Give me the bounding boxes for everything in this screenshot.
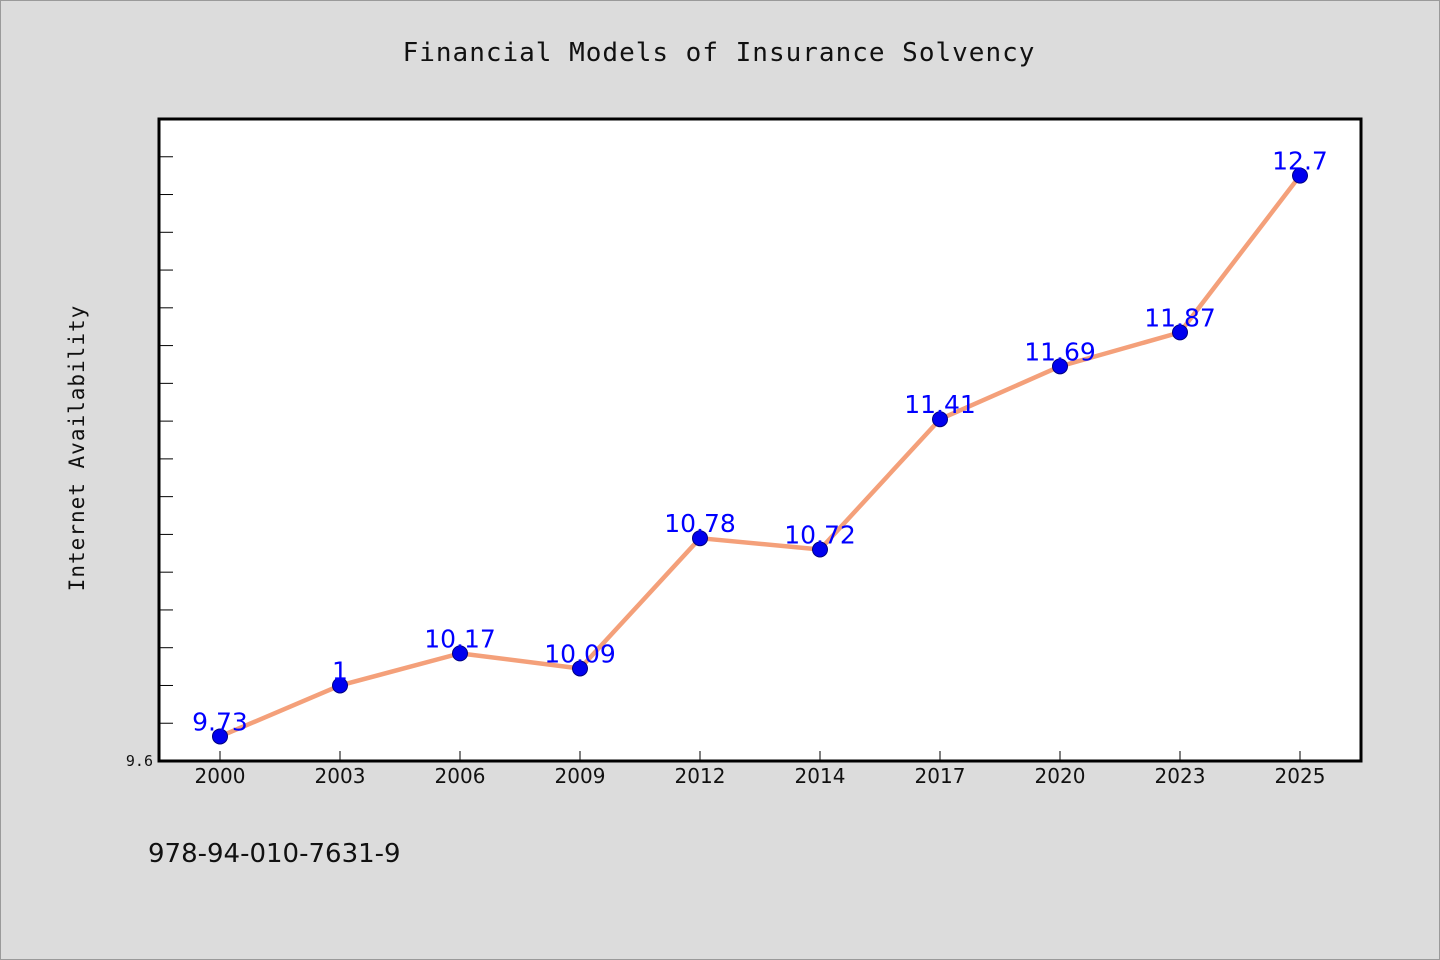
x-tick-label: 2012 xyxy=(675,764,726,788)
data-point xyxy=(1292,167,1308,184)
data-label: 10.09 xyxy=(544,639,616,668)
data-label: 10.72 xyxy=(784,521,856,550)
y-axis-ticks: 9.6 xyxy=(126,156,173,770)
data-label: 9.73 xyxy=(192,707,248,736)
plot-area xyxy=(157,117,1363,763)
data-point xyxy=(572,660,588,677)
data-point xyxy=(1052,358,1068,375)
series-group xyxy=(212,167,1308,745)
x-tick-label: 2003 xyxy=(315,764,366,788)
chart-title: Financial Models of Insurance Solvency xyxy=(403,38,1036,68)
data-label: 10.78 xyxy=(664,509,736,538)
data-point xyxy=(932,411,948,428)
series-line xyxy=(217,173,1303,739)
y-axis-label: Internet Availability xyxy=(65,305,89,592)
y-tick-label: 9.6 xyxy=(126,752,153,770)
data-point xyxy=(812,541,828,558)
x-axis-ticks: 2000 2003 2006 2009 2012 2014 2017 2020 2023 2025 xyxy=(195,751,1326,788)
isbn-text: 978-94-010-7631-9 xyxy=(148,839,401,869)
data-label: 11.69 xyxy=(1024,337,1096,366)
data-label: 10.17 xyxy=(424,624,496,653)
x-tick-label: 2017 xyxy=(915,764,966,788)
data-label: 11.41 xyxy=(904,390,976,419)
data-label: 1 xyxy=(332,656,348,685)
x-tick-label: 2020 xyxy=(1035,764,1086,788)
data-point xyxy=(332,677,348,694)
data-label: 11.87 xyxy=(1144,303,1216,332)
data-labels: 9.73 1 10.17 10.09 10.78 10.72 11.41 11.69 11.87… xyxy=(192,147,1328,737)
x-tick-label: 2023 xyxy=(1155,764,1206,788)
x-tick-label: 2006 xyxy=(435,764,486,788)
x-tick-label: 2009 xyxy=(555,764,606,788)
x-tick-label: 2025 xyxy=(1275,764,1326,788)
x-tick-label: 2014 xyxy=(795,764,846,788)
data-label: 12.7 xyxy=(1272,147,1328,176)
data-point xyxy=(1172,324,1188,341)
x-tick-label: 2000 xyxy=(195,764,246,788)
data-point xyxy=(692,530,708,547)
data-point xyxy=(212,728,228,745)
data-point xyxy=(452,645,468,662)
